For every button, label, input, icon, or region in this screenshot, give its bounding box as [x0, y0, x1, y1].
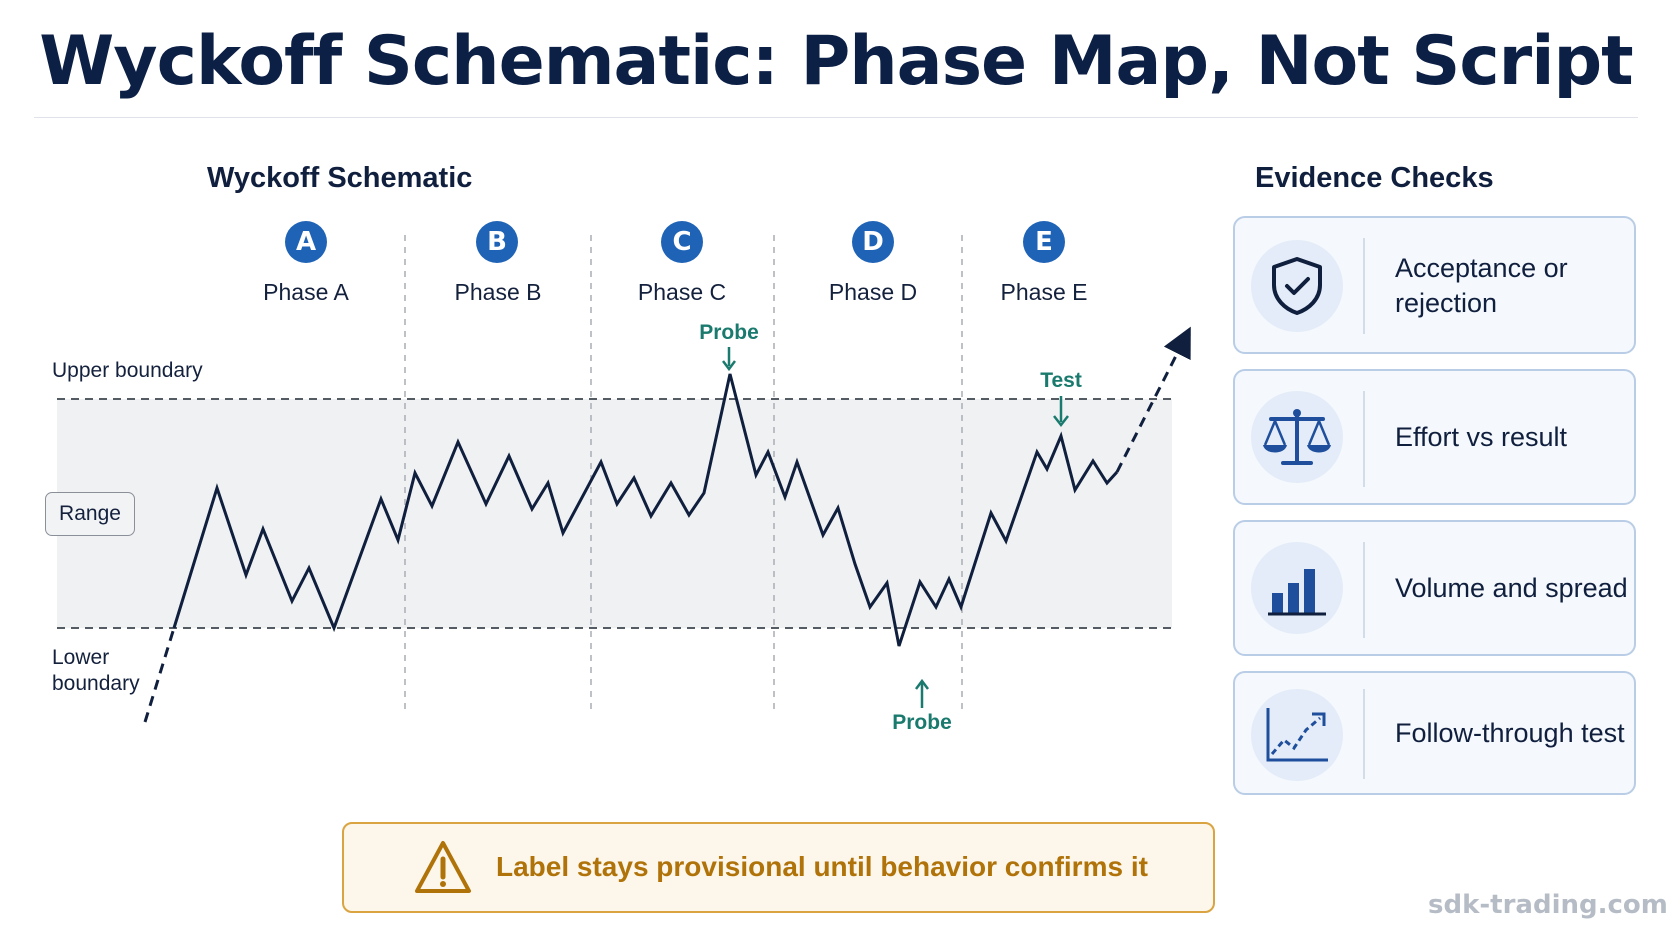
page-title: Wyckoff Schematic: Phase Map, Not Script [39, 22, 1633, 101]
phase-b-badge: B [476, 221, 518, 263]
phase-d-label: Phase D [828, 279, 918, 305]
test-annotation: Test [1040, 369, 1082, 392]
evidence-heading: Evidence Checks [1255, 162, 1494, 194]
probe-top-arrowhead [722, 360, 736, 372]
evidence-card-volume: Volume and spread [1233, 520, 1636, 656]
title-divider [34, 117, 1638, 118]
test-arrowhead [1053, 415, 1069, 428]
balance-scale-icon [1251, 391, 1343, 483]
provisional-warning-box: Label stays provisional until behavior c… [342, 822, 1215, 913]
phase-e-badge: E [1023, 221, 1065, 263]
phase-a-label: Phase A [263, 279, 349, 305]
probe-bottom-annotation: Probe [892, 711, 952, 734]
watermark: sdk-trading.com [1428, 890, 1668, 920]
trend-up-chart-icon [1251, 689, 1343, 781]
bar-chart-icon [1251, 542, 1343, 634]
evidence-card-acceptance: Acceptance or rejection [1233, 216, 1636, 354]
warning-triangle-icon [415, 841, 471, 893]
probe-top-annotation: Probe [699, 321, 759, 344]
breakout-dashed-line [1115, 326, 1191, 473]
price-path-line [172, 373, 1119, 647]
evidence-follow-through-text: Follow-through test [1395, 718, 1625, 748]
evidence-volume-text: Volume and spread [1395, 573, 1628, 603]
evidence-card-text: Acceptance or rejection [1395, 251, 1568, 321]
evidence-acceptance-line1: Acceptance or [1395, 253, 1568, 283]
upper-boundary-label: Upper boundary [52, 359, 203, 382]
phase-b-label: Phase B [454, 279, 542, 305]
probe-bottom-arrowhead [915, 678, 929, 690]
evidence-card-effort: Effort vs result [1233, 369, 1636, 505]
phase-e-label: Phase E [1000, 279, 1088, 305]
card-divider [1363, 689, 1365, 779]
lower-boundary-label-line2: boundary [52, 672, 140, 695]
phase-c-label: Phase C [637, 279, 727, 305]
schematic-heading: Wyckoff Schematic [207, 162, 473, 194]
card-divider [1363, 391, 1365, 487]
phase-c-badge: C [661, 221, 703, 263]
phase-a-badge: A [285, 221, 327, 263]
lower-boundary-label-line1: Lower [52, 646, 110, 669]
warning-text: Label stays provisional until behavior c… [496, 851, 1148, 882]
phase-d-badge: D [852, 221, 894, 263]
evidence-acceptance-line2: rejection [1395, 288, 1498, 318]
range-band [57, 399, 1172, 628]
entry-dashed-line [143, 627, 176, 723]
card-divider [1363, 238, 1365, 334]
shield-check-icon [1251, 240, 1343, 332]
evidence-effort-text: Effort vs result [1395, 422, 1568, 452]
range-tag: Range [45, 492, 135, 536]
lower-boundary-label: Lower boundary [52, 645, 140, 697]
evidence-card-follow-through: Follow-through test [1233, 671, 1636, 795]
card-divider [1363, 542, 1365, 638]
